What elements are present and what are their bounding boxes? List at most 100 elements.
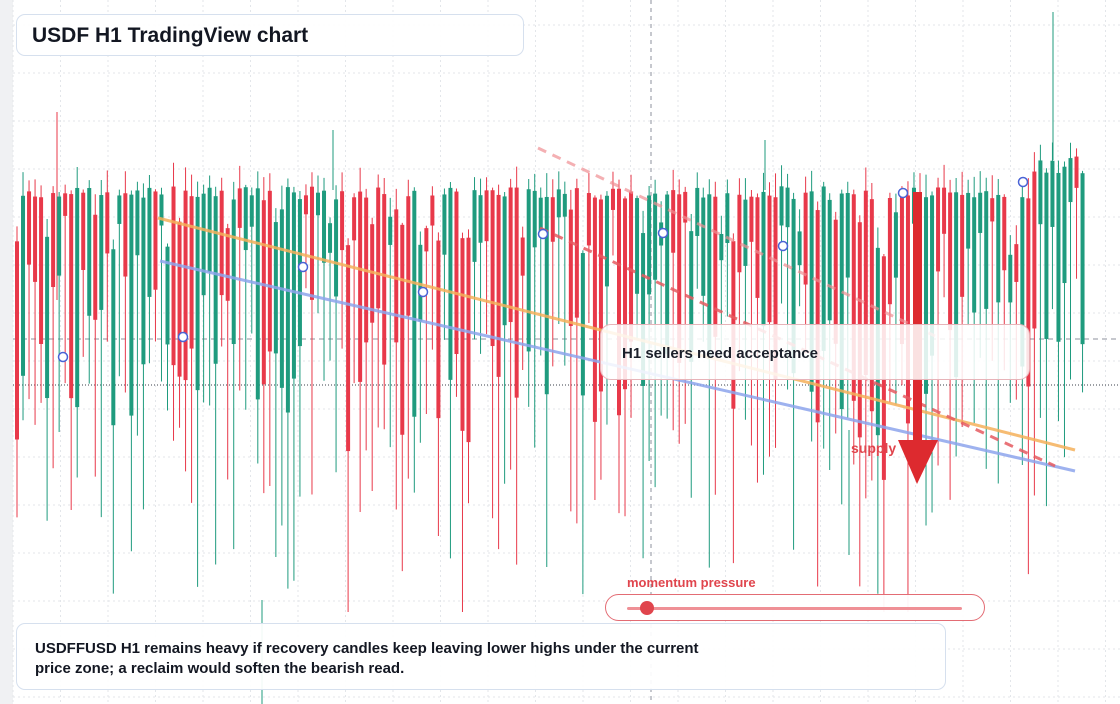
candle-bear bbox=[851, 194, 856, 401]
candle-bear bbox=[863, 190, 868, 376]
candle-bear bbox=[755, 197, 760, 298]
swing-marker bbox=[177, 331, 189, 343]
candle-bear bbox=[899, 195, 904, 345]
candle-bull bbox=[159, 194, 164, 226]
candle-bear bbox=[514, 187, 519, 398]
candle-bear bbox=[550, 197, 555, 242]
candle-bear bbox=[93, 214, 98, 320]
candle-bull bbox=[448, 187, 453, 380]
candle-bear bbox=[460, 238, 465, 431]
candle-bear bbox=[261, 200, 266, 385]
sellers-callout[interactable]: H1 sellers need acceptance bbox=[600, 324, 1030, 380]
candle-bull bbox=[665, 194, 670, 354]
candle-bull bbox=[442, 194, 447, 255]
candle-bear bbox=[177, 221, 182, 377]
candle-bull bbox=[1020, 197, 1025, 367]
momentum-handle[interactable] bbox=[640, 601, 655, 615]
candle-bull bbox=[743, 199, 748, 266]
down-arrow-icon bbox=[898, 440, 938, 484]
candle-bear bbox=[887, 198, 892, 305]
candle-bear bbox=[677, 194, 682, 363]
candle-bull bbox=[538, 197, 543, 232]
candle-bull bbox=[779, 186, 784, 226]
candle-bear bbox=[225, 228, 230, 301]
candle-bull bbox=[1044, 172, 1049, 340]
candle-bear bbox=[905, 195, 910, 424]
candle-bear bbox=[406, 196, 411, 316]
momentum-label: momentum pressure bbox=[627, 575, 756, 590]
candle-bull bbox=[966, 192, 971, 249]
candle-bear bbox=[466, 237, 471, 443]
candle-bear bbox=[592, 197, 597, 422]
momentum-slider[interactable] bbox=[605, 594, 985, 621]
left-edge-strip bbox=[0, 0, 13, 704]
swing-marker bbox=[57, 351, 69, 363]
candle-bear bbox=[153, 191, 158, 290]
candle-bear bbox=[1002, 196, 1007, 271]
candle-bull bbox=[334, 199, 339, 297]
candle-bull bbox=[707, 194, 712, 360]
candle-bear bbox=[219, 190, 224, 296]
candle-bull bbox=[291, 192, 296, 379]
candle-bull bbox=[316, 192, 320, 216]
candle-bear bbox=[394, 209, 399, 343]
candle-bear bbox=[352, 197, 357, 241]
candle-bull bbox=[412, 190, 417, 417]
candle-bull bbox=[1038, 160, 1043, 225]
candle-bear bbox=[309, 186, 314, 300]
candle-bull bbox=[502, 196, 507, 326]
candle-bull bbox=[653, 193, 658, 280]
candle-bull bbox=[87, 188, 92, 316]
candle-bull bbox=[791, 198, 796, 374]
candle-bull bbox=[255, 188, 260, 400]
candle-bear bbox=[508, 187, 513, 323]
swing-marker bbox=[417, 286, 429, 298]
candle-bear bbox=[833, 219, 838, 344]
candle-bull bbox=[231, 199, 236, 345]
candle-bull bbox=[99, 195, 104, 310]
chart-overlays bbox=[57, 146, 1076, 484]
candle-bull bbox=[57, 196, 62, 276]
candle-bull bbox=[1068, 158, 1073, 203]
candle-bear bbox=[400, 224, 405, 435]
supply-label: supply bbox=[851, 440, 897, 456]
candle-bear bbox=[81, 192, 86, 270]
candle-bull bbox=[701, 197, 706, 296]
candle-bear bbox=[815, 210, 820, 423]
candle-bear bbox=[15, 241, 19, 440]
candle-bull bbox=[647, 195, 652, 295]
candle-bear bbox=[376, 187, 381, 309]
candle-bull bbox=[827, 199, 832, 321]
candle-bull bbox=[604, 195, 609, 287]
candle-bull bbox=[322, 190, 327, 263]
candle-bull bbox=[141, 197, 146, 365]
candle-bull bbox=[996, 194, 1001, 303]
candle-bear bbox=[568, 209, 573, 326]
candle-bear bbox=[490, 190, 495, 347]
chart-title-box: USDF H1 TradingView chart bbox=[16, 14, 524, 56]
candle-bear bbox=[683, 191, 688, 223]
candle-bear bbox=[737, 194, 742, 273]
candle-bull bbox=[213, 196, 218, 364]
swing-marker bbox=[537, 228, 549, 240]
candle-bear bbox=[598, 199, 603, 392]
candle-bear bbox=[183, 190, 188, 381]
candle-bull bbox=[635, 198, 640, 294]
candle-bull bbox=[472, 190, 477, 262]
candle-bull bbox=[1050, 160, 1055, 227]
candle-bull bbox=[297, 199, 302, 347]
candle-bear bbox=[574, 188, 579, 318]
candle-bear bbox=[340, 191, 345, 251]
candle-bear bbox=[671, 190, 676, 253]
candle-bear bbox=[303, 195, 308, 215]
candle-bear bbox=[773, 197, 778, 380]
candle-bull bbox=[243, 187, 248, 251]
candle-bull bbox=[1062, 166, 1067, 284]
candle-bull bbox=[562, 193, 567, 217]
candle-bull bbox=[478, 195, 483, 243]
candle-bull bbox=[117, 195, 122, 224]
candle-bull bbox=[1080, 173, 1085, 345]
candle-bull bbox=[809, 191, 814, 392]
candle-bull bbox=[285, 187, 290, 413]
